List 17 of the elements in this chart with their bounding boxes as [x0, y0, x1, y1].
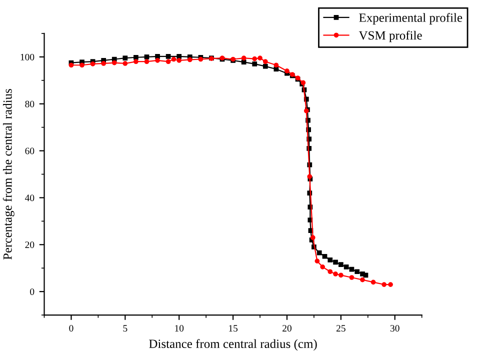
legend-label: VSM profile: [358, 30, 422, 42]
x-tick-label: 20: [282, 325, 292, 332]
y-axis-title: Percentage from the central radius: [2, 88, 14, 260]
y-tick-label: 80: [25, 100, 34, 108]
x-tick-label: 5: [123, 325, 128, 332]
x-tick-label: 25: [336, 325, 346, 332]
x-axis-title: Distance from central radius (cm): [149, 339, 317, 351]
legend-label: Experimental profile: [359, 13, 462, 24]
y-tick-label: 40: [24, 194, 34, 202]
y-tick-label: 100: [20, 54, 34, 60]
y-tick-label: 20: [25, 242, 34, 248]
x-tick-label: 30: [390, 325, 400, 332]
y-tick-label: 60: [25, 148, 34, 154]
x-tick-label: 15: [229, 325, 238, 332]
x-tick-label: 0: [69, 325, 74, 332]
x-tick-label: 10: [175, 325, 184, 332]
y-tick-label: 0: [30, 288, 34, 296]
